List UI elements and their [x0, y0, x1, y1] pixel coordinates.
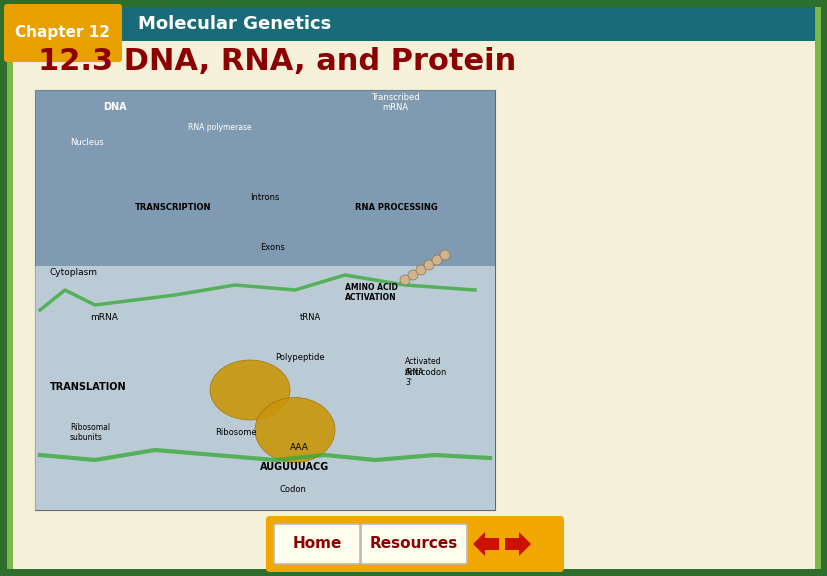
FancyBboxPatch shape: [274, 524, 360, 564]
Bar: [13, 7, 814, 41]
Text: Codon: Codon: [280, 485, 307, 494]
Circle shape: [423, 260, 433, 270]
Text: Polypeptide: Polypeptide: [275, 353, 324, 362]
Text: Molecular Genetics: Molecular Genetics: [138, 15, 331, 33]
Text: RNA PROCESSING: RNA PROCESSING: [355, 203, 437, 212]
Polygon shape: [472, 532, 499, 556]
Bar: [35, 90, 495, 510]
Text: Activated
tRNA
3': Activated tRNA 3': [404, 357, 441, 387]
Text: Nucleus: Nucleus: [70, 138, 103, 147]
Circle shape: [408, 270, 418, 280]
Text: mRNA: mRNA: [90, 313, 117, 322]
Circle shape: [439, 250, 449, 260]
Text: TRANSLATION: TRANSLATION: [50, 382, 127, 392]
Text: AMINO ACID
ACTIVATION: AMINO ACID ACTIVATION: [345, 283, 398, 302]
Circle shape: [415, 265, 425, 275]
Text: RNA polymerase: RNA polymerase: [188, 123, 251, 132]
Text: Transcribed
mRNA: Transcribed mRNA: [370, 93, 418, 112]
Text: AUGUUUACG: AUGUUUACG: [260, 462, 329, 472]
Text: AAA: AAA: [289, 443, 308, 452]
Ellipse shape: [255, 397, 335, 463]
Circle shape: [432, 255, 442, 265]
Text: Exons: Exons: [260, 243, 284, 252]
Polygon shape: [504, 532, 530, 556]
Text: Ribosomal
subunits: Ribosomal subunits: [70, 423, 110, 442]
Text: 12.3 DNA, RNA, and Protein: 12.3 DNA, RNA, and Protein: [38, 47, 515, 77]
FancyBboxPatch shape: [4, 4, 122, 62]
Text: DNA: DNA: [103, 102, 127, 112]
Text: Chapter 12: Chapter 12: [16, 25, 110, 40]
Bar: [35, 266, 495, 510]
Text: Ribosome: Ribosome: [215, 428, 256, 437]
Text: Anticodon: Anticodon: [404, 368, 447, 377]
Ellipse shape: [210, 360, 289, 420]
Circle shape: [399, 275, 409, 285]
Text: Cytoplasm: Cytoplasm: [50, 268, 98, 277]
Bar: [35, 90, 495, 266]
Text: TRANSCRIPTION: TRANSCRIPTION: [135, 203, 211, 212]
Text: Resources: Resources: [370, 536, 457, 551]
Text: tRNA: tRNA: [299, 313, 321, 322]
FancyBboxPatch shape: [361, 524, 466, 564]
Text: Introns: Introns: [250, 193, 279, 202]
FancyBboxPatch shape: [265, 516, 563, 572]
Text: Home: Home: [292, 536, 342, 551]
